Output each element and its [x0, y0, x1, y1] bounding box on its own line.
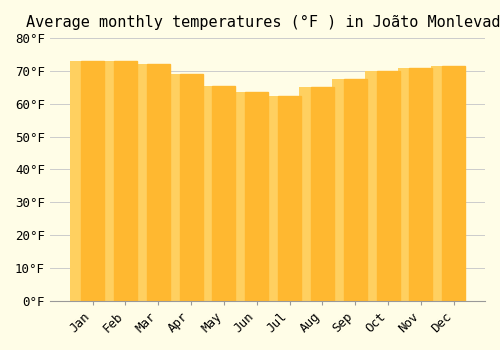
Bar	[376, 71, 400, 301]
Bar	[201, 86, 224, 301]
Bar	[180, 74, 203, 301]
Bar	[431, 66, 454, 301]
Bar	[398, 68, 421, 301]
Bar	[442, 66, 465, 301]
Bar	[266, 96, 289, 301]
Bar	[300, 88, 322, 301]
Bar	[234, 92, 257, 301]
Bar	[136, 64, 158, 301]
Bar	[70, 61, 92, 301]
Bar	[332, 79, 355, 301]
Bar	[147, 64, 170, 301]
Bar	[278, 96, 301, 301]
Bar	[212, 86, 236, 301]
Bar	[344, 79, 366, 301]
Bar	[365, 71, 388, 301]
Bar	[81, 61, 104, 301]
Bar	[114, 61, 137, 301]
Bar	[311, 88, 334, 301]
Bar	[410, 68, 432, 301]
Bar	[168, 74, 191, 301]
Title: Average monthly temperatures (°F ) in Joãto Monlevade: Average monthly temperatures (°F ) in Jo…	[26, 15, 500, 30]
Bar	[246, 92, 268, 301]
Bar	[102, 61, 126, 301]
